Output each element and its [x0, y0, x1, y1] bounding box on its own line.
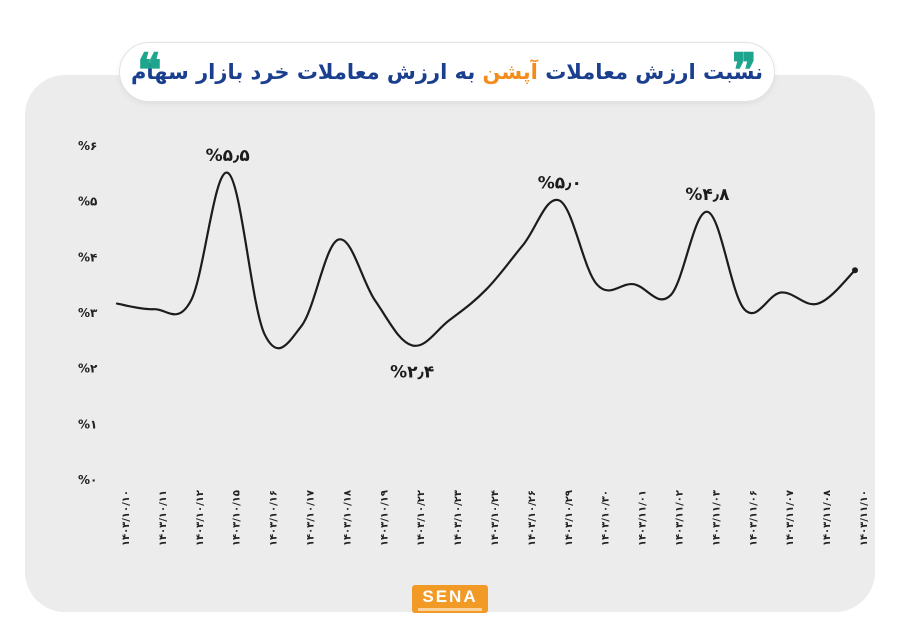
logo-text: SENA: [422, 586, 478, 606]
series-line: [115, 171, 857, 350]
x-tick-label: ۱۴۰۳/۱۰/۱۷: [306, 490, 317, 546]
data-label: %۵٫۵: [206, 146, 250, 166]
x-tick-label: ۱۴۰۳/۱۰/۲۴: [490, 490, 501, 546]
data-points: [852, 267, 858, 274]
y-tick-label: %۱: [78, 417, 97, 431]
y-tick-label: %۲: [78, 362, 98, 376]
data-label: %۲٫۴: [390, 362, 434, 382]
open-quote-icon: ❞: [732, 43, 757, 97]
title-part-2: آپشن: [482, 60, 538, 84]
x-tick-label: ۱۴۰۳/۱۰/۱۶: [269, 490, 280, 546]
y-tick-label: %۳: [78, 306, 98, 320]
data-label: %۴٫۸: [685, 185, 730, 205]
logo-underline: [418, 607, 482, 611]
x-tick-label: ۱۴۰۳/۱۰/۱۲: [195, 490, 206, 546]
x-tick-label: ۱۴۰۳/۱۱/۰۷: [785, 490, 796, 546]
close-quote-icon: ❝: [137, 43, 162, 97]
y-axis-ticks: %۰ %۱ %۲ %۳ %۴ %۵ %۶: [78, 139, 98, 487]
data-point: [852, 267, 858, 274]
x-tick-label: ۱۴۰۳/۱۰/۱۱: [158, 490, 169, 546]
y-tick-label: %۰: [78, 473, 97, 487]
chart-panel: [25, 75, 875, 612]
x-tick-label: ۱۴۰۳/۱۱/۰۲: [675, 490, 686, 546]
x-tick-label: ۱۴۰۳/۱۰/۲۹: [564, 490, 575, 546]
x-tick-label: ۱۴۰۳/۱۰/۱۰: [121, 490, 132, 546]
x-tick-label: ۱۴۰۳/۱۰/۲۳: [453, 490, 464, 546]
x-tick-label: ۱۴۰۳/۱۰/۱۹: [379, 490, 390, 546]
data-annotations: %۵٫۵ %۲٫۴ %۵٫۰ %۴٫۸: [206, 146, 730, 383]
x-tick-label: ۱۴۰۳/۱۱/۰۱: [638, 490, 649, 546]
y-tick-label: %۴: [78, 250, 97, 264]
y-tick-label: %۵: [78, 195, 97, 209]
x-tick-label: ۱۴۰۳/۱۰/۱۵: [232, 490, 243, 546]
x-tick-label: ۱۴۰۳/۱۱/۰۶: [748, 490, 759, 546]
title-part-3: به ارزش معاملات خرد بازار سهام: [130, 60, 476, 84]
x-tick-label: ۱۴۰۳/۱۰/۳۰: [601, 490, 612, 546]
x-axis-ticks: ۱۴۰۳/۱۰/۱۰ ۱۴۰۳/۱۰/۱۱ ۱۴۰۳/۱۰/۱۲ ۱۴۰۳/۱۰/۱۵…: [121, 490, 870, 546]
x-tick-label: ۱۴۰۳/۱۱/۰۸: [822, 490, 833, 546]
y-tick-label: %۶: [78, 139, 97, 153]
x-tick-label: ۱۴۰۳/۱۰/۱۸: [342, 490, 353, 546]
sena-logo: SENA: [412, 585, 488, 613]
title-part-1: نسبت ارزش معاملات: [545, 60, 764, 84]
x-tick-label: ۱۴۰۳/۱۰/۲۲: [416, 490, 427, 546]
data-label: %۵٫۰: [538, 174, 582, 194]
x-tick-label: ۱۴۰۳/۱۱/۰۳: [711, 490, 722, 546]
x-tick-label: ۱۴۰۳/۱۱/۱۰: [859, 490, 870, 546]
x-tick-label: ۱۴۰۳/۱۰/۲۶: [527, 490, 538, 546]
chart-title: نسبت ارزش معاملات آپشن به ارزش معاملات خ…: [119, 42, 775, 102]
